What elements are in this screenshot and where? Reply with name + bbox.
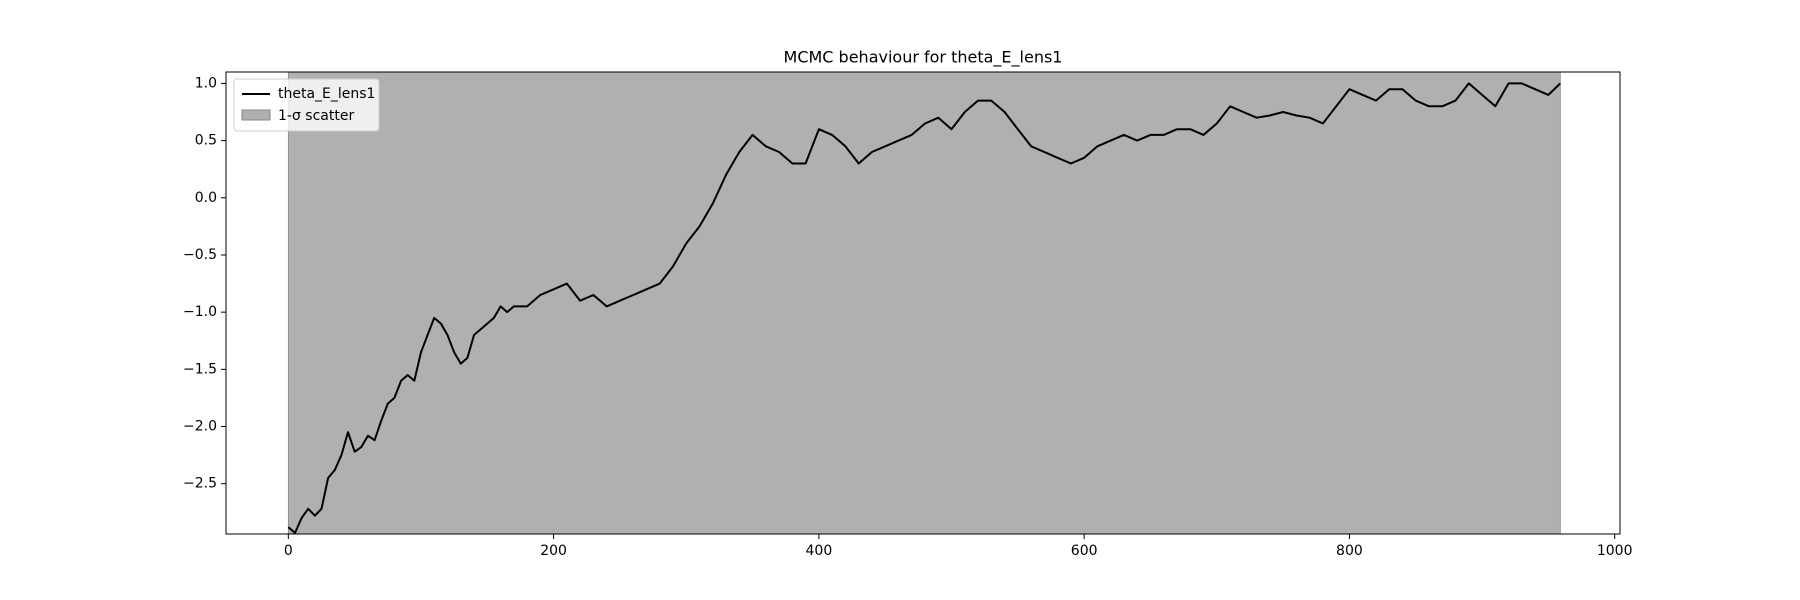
y-tick-label: 0.5 <box>195 133 217 149</box>
chart-title: MCMC behaviour for theta_E_lens1 <box>784 48 1063 68</box>
legend-label: theta_E_lens1 <box>278 86 375 102</box>
y-tick-label: −2.5 <box>183 476 217 492</box>
y-tick-label: −0.5 <box>183 247 217 263</box>
y-tick-label: −1.5 <box>183 361 217 377</box>
line <box>287 82 1561 534</box>
y-tick-label: 1.0 <box>195 75 217 91</box>
x-tick-label: 400 <box>806 543 833 559</box>
axes-frame <box>225 71 1621 535</box>
x-tick-label: 0 <box>284 543 293 559</box>
x-tick-label: 800 <box>1336 543 1363 559</box>
legend-label: 1-σ scatter <box>278 108 354 124</box>
y-tick-label: 0.0 <box>195 190 217 206</box>
y-tick-label: −2.0 <box>183 419 217 435</box>
x-tick-label: 600 <box>1071 543 1098 559</box>
legend-patch <box>241 109 271 121</box>
x-tick-label: 200 <box>540 543 567 559</box>
y-tick-label: −1.0 <box>183 304 217 320</box>
x-tick-label: 1000 <box>1597 543 1633 559</box>
scatter-band <box>287 71 1561 535</box>
